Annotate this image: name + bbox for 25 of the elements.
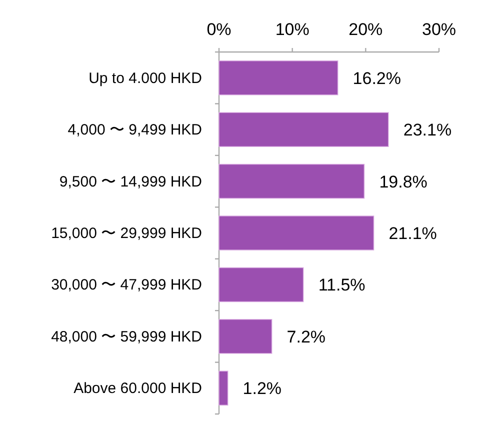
bar	[218, 164, 365, 199]
x-tick-label: 30%	[422, 20, 456, 39]
bar	[218, 216, 374, 250]
x-tick-label: 20%	[348, 20, 383, 39]
y-tick-label: 30,000 〜 47,999 HKD	[51, 276, 202, 294]
y-tick-label: 4,000 〜 9,499 HKD	[68, 122, 202, 139]
data-label: 11.5%	[318, 276, 366, 295]
data-label: 7.2%	[286, 327, 326, 346]
bar	[218, 267, 304, 302]
data-label: 23.1%	[403, 120, 452, 140]
y-tick-label: 48,000 〜 59,999 HKD	[51, 328, 202, 346]
x-tick-label: 0%	[206, 20, 232, 39]
y-tick-label: 15,000 〜 29,999 HKD	[51, 225, 202, 242]
y-tick-label: Above 60.000 HKD	[74, 380, 202, 398]
bar	[218, 319, 272, 354]
bar	[218, 60, 338, 96]
y-tick-label: Up to 4.000 HKD	[88, 70, 202, 87]
x-tick-label: 10%	[275, 20, 310, 39]
data-label: 1.2%	[242, 379, 282, 398]
y-tick-label: 9,500 〜 14,999 HKD	[59, 173, 202, 190]
data-label: 19.8%	[379, 172, 428, 192]
bar	[218, 112, 389, 147]
bar	[218, 370, 228, 406]
data-label: 16.2%	[352, 68, 402, 88]
data-label: 21.1%	[388, 224, 437, 243]
